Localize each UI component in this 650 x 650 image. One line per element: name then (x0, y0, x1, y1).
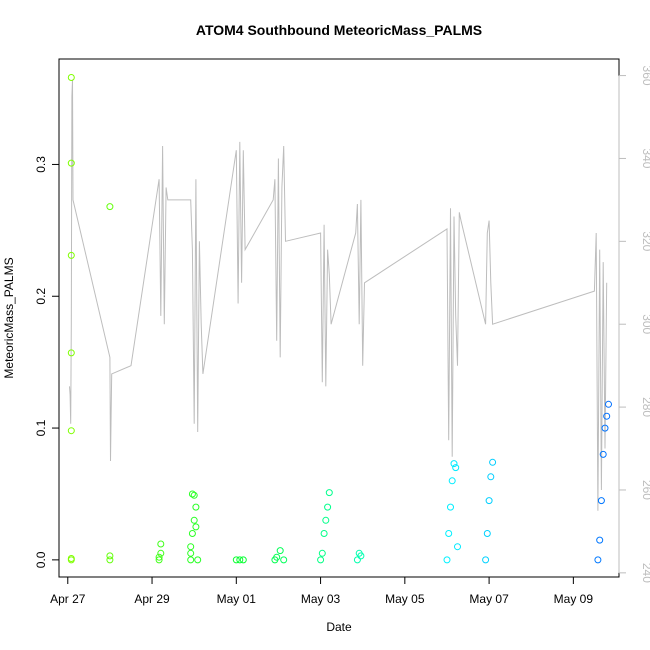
data-point (67, 349, 75, 357)
data-point (192, 523, 200, 531)
data-point (106, 556, 114, 564)
data-point (320, 530, 328, 537)
data-point (353, 556, 361, 564)
data-point (605, 400, 612, 408)
data-point (450, 460, 458, 468)
y-axis-right: 240 260 280 300 320 340 360 (618, 66, 650, 583)
data-point (452, 464, 460, 472)
data-point (483, 530, 491, 537)
data-point (276, 547, 284, 555)
scatter-series (67, 74, 612, 564)
data-point (187, 549, 195, 557)
y-right-tick-label: 320 (640, 231, 650, 251)
data-point (489, 458, 497, 466)
data-point (357, 552, 365, 560)
data-point (67, 427, 75, 435)
y-right-tick-label: 280 (640, 397, 650, 417)
data-point (454, 543, 461, 551)
x-tick-label: Apr 29 (134, 592, 170, 606)
data-point (155, 556, 163, 564)
data-point (273, 553, 281, 561)
data-point (187, 543, 195, 551)
y-left-tick-label: 0.2 (34, 288, 48, 305)
y-right-tick-label: 300 (640, 314, 650, 334)
x-tick-label: May 03 (301, 592, 341, 606)
data-point (188, 490, 196, 498)
data-point (443, 556, 451, 564)
data-point (67, 74, 75, 81)
data-point (322, 516, 330, 524)
data-point (317, 556, 325, 564)
chart-title: ATOM4 Southbound MeteoricMass_PALMS (196, 22, 482, 38)
x-axis: Apr 27 Apr 29 May 01 May 03 May 05 May 07 May … (50, 576, 594, 606)
y-axis-label: MeteoricMass_PALMS (2, 257, 16, 378)
data-point (194, 556, 202, 564)
data-point (445, 530, 453, 537)
data-point (603, 412, 611, 420)
data-point (192, 503, 200, 511)
data-point (190, 491, 198, 499)
data-point (157, 540, 165, 548)
data-point (236, 556, 244, 564)
y-right-tick-label: 240 (640, 563, 650, 583)
data-point (106, 203, 114, 211)
data-point (67, 251, 75, 259)
data-point (106, 552, 114, 560)
x-tick-label: Apr 27 (50, 592, 86, 606)
data-point (155, 553, 163, 561)
data-point (487, 473, 495, 481)
x-tick-label: May 01 (217, 592, 257, 606)
data-point (239, 556, 247, 564)
data-point (318, 549, 326, 557)
x-tick-label: May 05 (385, 592, 425, 606)
data-point (157, 549, 165, 557)
y-left-tick-label: 0.3 (34, 156, 48, 173)
data-point (482, 556, 490, 564)
x-tick-label: May 09 (554, 592, 594, 606)
y-left-tick-label: 0.1 (34, 419, 48, 436)
y-right-tick-label: 340 (640, 148, 650, 168)
x-axis-label: Date (326, 620, 352, 634)
data-point (280, 556, 288, 564)
data-point (597, 497, 605, 505)
y-axis-left: 0.0 0.1 0.2 0.3 (34, 156, 60, 568)
y-right-tick-label: 360 (640, 66, 650, 86)
data-point (448, 477, 456, 485)
data-point (67, 159, 75, 167)
data-point (596, 536, 604, 544)
data-point (187, 556, 195, 564)
data-point (232, 556, 240, 564)
data-point (601, 424, 609, 432)
series-line (69, 79, 608, 511)
line-series (69, 79, 608, 511)
data-point (324, 503, 332, 511)
data-point (447, 503, 454, 511)
data-point (485, 497, 493, 505)
x-tick-label: May 07 (469, 592, 509, 606)
y-left-tick-label: 0.0 (34, 551, 48, 568)
data-point (67, 555, 75, 562)
data-point (188, 530, 196, 537)
data-point (190, 516, 198, 524)
y-right-tick-label: 260 (640, 480, 650, 500)
data-point (594, 556, 602, 564)
data-point (599, 450, 607, 458)
data-point (325, 489, 333, 497)
